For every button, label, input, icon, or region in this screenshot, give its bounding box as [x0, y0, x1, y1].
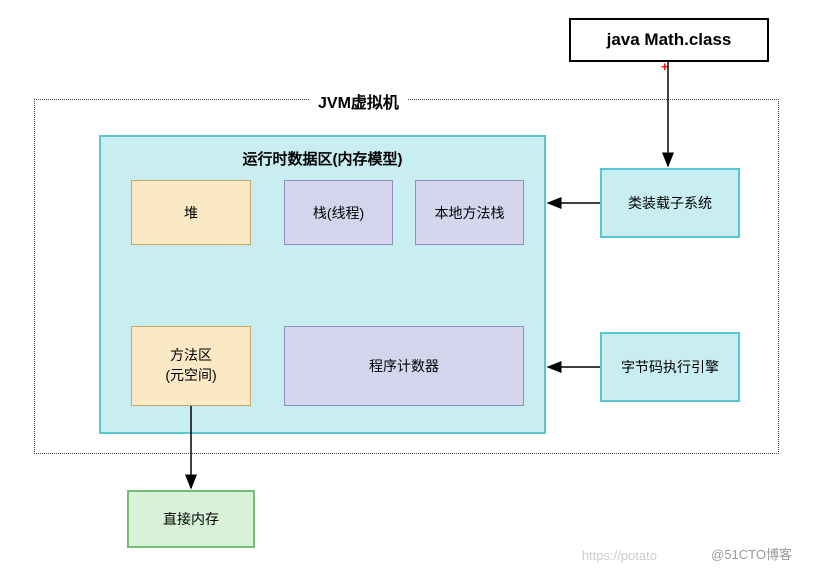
jvm-title-label: JVM虚拟机: [318, 95, 399, 112]
watermark-1-text: https://potato: [582, 548, 657, 563]
watermark-1: https://potato: [582, 548, 657, 563]
node-class-loader-label: 类装载子系统: [628, 193, 712, 213]
memory-area-title: 运行时数据区(内存模型): [101, 148, 544, 169]
node-stack: 栈(线程): [284, 180, 393, 245]
node-native-stack-label: 本地方法栈: [435, 203, 505, 223]
jvm-title: JVM虚拟机: [310, 89, 407, 113]
node-native-stack: 本地方法栈: [415, 180, 524, 245]
node-java-class: java Math.class: [569, 18, 769, 62]
node-pc-register-label: 程序计数器: [369, 356, 439, 376]
watermark-2: @51CTO博客: [711, 544, 792, 563]
node-direct-memory: 直接内存: [127, 490, 255, 548]
memory-area-label: 运行时数据区(内存模型): [243, 151, 403, 168]
node-heap-label: 堆: [184, 203, 198, 223]
node-pc-register: 程序计数器: [284, 326, 524, 406]
node-direct-memory-label: 直接内存: [163, 509, 219, 529]
plus-marker: +: [661, 59, 669, 74]
node-java-class-label: java Math.class: [607, 30, 732, 50]
node-heap: 堆: [131, 180, 251, 245]
node-stack-label: 栈(线程): [313, 203, 364, 223]
node-exec-engine: 字节码执行引擎: [600, 332, 740, 402]
node-exec-engine-label: 字节码执行引擎: [621, 357, 719, 377]
node-method-area-label: 方法区 (元空间): [165, 346, 216, 385]
node-class-loader: 类装载子系统: [600, 168, 740, 238]
watermark-2-text: @51CTO博客: [711, 547, 792, 562]
node-method-area: 方法区 (元空间): [131, 326, 251, 406]
